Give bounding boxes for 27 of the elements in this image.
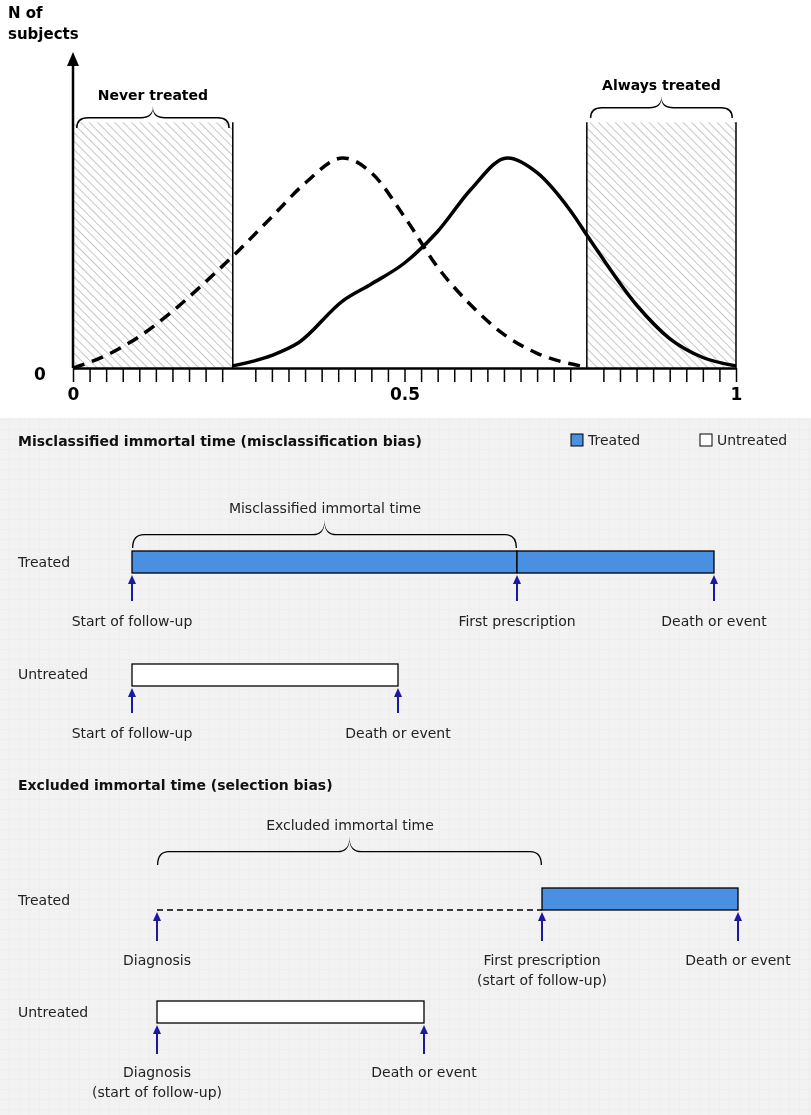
text: Excluded immortal time (selection bias) [18,777,333,793]
text: Death or event [685,952,792,968]
text: Start of follow-up [71,613,193,629]
text: Untreated [717,432,788,448]
text: Diagnosis [122,952,192,968]
y-axis-title: N of subjects [8,4,79,43]
band-label: Never treated [97,87,209,103]
text: Start of follow-up [71,725,193,741]
text: Untreated [18,1004,89,1020]
text: Misclassified immortal time (misclassification bias) [18,433,422,449]
text: Death or event [371,1064,478,1080]
text: Diagnosis (start of follow-up) [91,1064,223,1100]
text: Excluded immortal time [266,817,434,833]
text: Death or event [345,725,452,741]
text: First prescription [458,613,576,629]
text: Death or event [661,613,768,629]
text: Treated [17,554,71,570]
text: Untreated [18,666,89,682]
x-tick-label: 0 [67,384,80,405]
text: Misclassified immortal time [228,500,422,516]
x-tick-label: 0.5 [389,384,421,405]
text: First prescription (start of follow-up) [476,952,608,988]
text: 0 [34,364,47,384]
text: Treated [587,432,641,448]
band-label: Always treated [602,77,721,93]
x-tick-label: 1 [730,384,743,405]
text: Treated [17,892,71,908]
